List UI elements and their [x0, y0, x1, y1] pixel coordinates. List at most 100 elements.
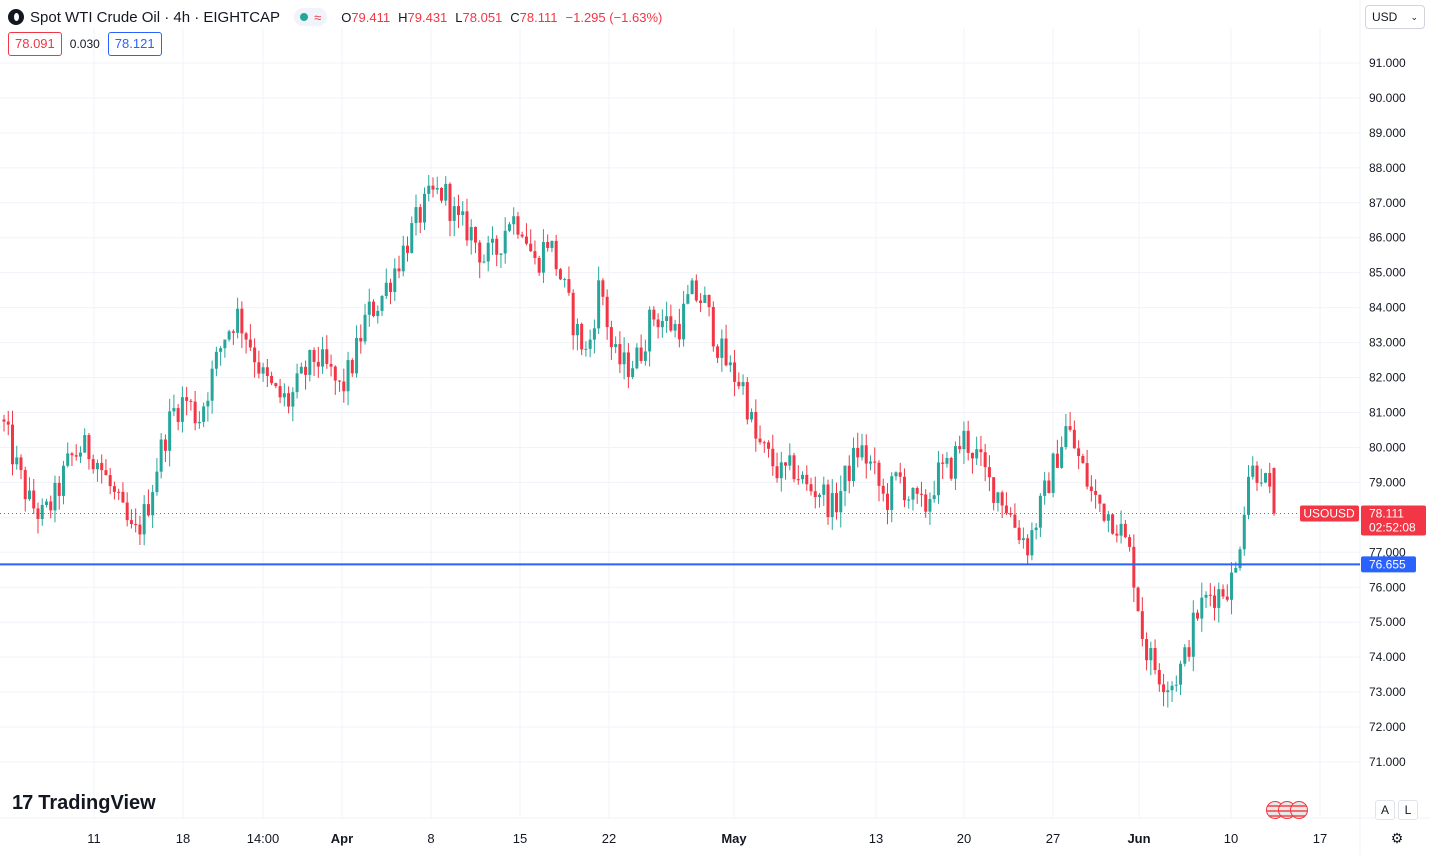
economic-events [1266, 801, 1308, 819]
candle-body [754, 411, 758, 439]
candle-body [609, 327, 613, 348]
candle-body [1140, 611, 1144, 640]
candle-body [1187, 647, 1191, 657]
candle-body [214, 351, 218, 369]
sell-button[interactable]: 78.091 [8, 32, 62, 56]
candle-body [372, 301, 376, 317]
y-tick-label: 80.000 [1369, 440, 1406, 454]
y-tick-label: 73.000 [1369, 685, 1406, 699]
candle-body [2, 419, 6, 422]
candle-body [503, 230, 507, 254]
x-tick-label: 11 [87, 831, 101, 846]
candle-body [57, 482, 61, 496]
candle-body [716, 346, 720, 358]
wave-icon: ≈ [314, 9, 322, 25]
candle-body [1259, 482, 1263, 484]
candle-body [278, 386, 282, 398]
low-label: L [455, 9, 463, 25]
candle-body [936, 462, 940, 496]
candle-body [728, 362, 732, 366]
candle-body [223, 339, 227, 349]
x-tick-label: 27 [1046, 831, 1060, 846]
buy-button[interactable]: 78.121 [107, 32, 162, 56]
x-tick-label: Apr [331, 831, 353, 846]
candle-body [478, 242, 482, 263]
candle-body [631, 368, 635, 377]
candle-body [1055, 453, 1059, 468]
candle-body [962, 430, 966, 450]
candle-body [694, 280, 698, 301]
candle-body [983, 452, 987, 468]
candle-body [550, 240, 554, 248]
candle-body [686, 294, 690, 304]
candle-body [27, 490, 31, 500]
candle-body [367, 301, 371, 315]
candle-body [1264, 473, 1268, 483]
candle-body [877, 462, 881, 486]
candle-body [1128, 537, 1132, 547]
candle-body [520, 234, 524, 237]
auto-scale-button[interactable]: A [1375, 800, 1395, 820]
x-tick-label: 13 [869, 831, 883, 846]
candle-body [856, 447, 860, 458]
horizontal-level-tag [1361, 556, 1416, 573]
currency-select[interactable]: USD ⌄ [1365, 5, 1425, 29]
candle-body [762, 442, 766, 444]
candle-body [61, 465, 65, 496]
candle-body [469, 226, 473, 241]
candle-body [711, 307, 715, 347]
candle-body [847, 465, 851, 481]
candle-body [949, 457, 953, 479]
candle-body [414, 207, 418, 224]
candle-body [435, 187, 439, 190]
candle-body [299, 366, 303, 374]
log-scale-button[interactable]: L [1398, 800, 1418, 820]
market-status-pill[interactable]: ≈ [294, 8, 328, 26]
candle-body [618, 344, 622, 365]
candle-body [975, 449, 979, 459]
candle-body [350, 360, 354, 374]
y-tick-label: 84.000 [1369, 301, 1406, 315]
candle-body [1234, 567, 1238, 573]
candle-body [236, 308, 240, 333]
candle-body [928, 499, 932, 512]
tradingview-logo[interactable]: 17 TradingView [12, 792, 156, 815]
y-tick-label: 86.000 [1369, 231, 1406, 245]
candle-body [74, 455, 78, 457]
candle-body [1077, 448, 1081, 456]
spread-value: 0.030 [69, 37, 100, 51]
candle-body [1060, 447, 1064, 468]
y-tick-label: 72.000 [1369, 720, 1406, 734]
candle-body [516, 216, 520, 235]
candle-body [490, 238, 494, 243]
candle-body [639, 347, 643, 361]
candle-body [801, 474, 805, 480]
candle-body [316, 361, 320, 367]
candle-body [605, 296, 609, 328]
high-label: H [398, 9, 408, 25]
candle-body [219, 348, 223, 352]
us-flag-icon[interactable] [1290, 801, 1308, 819]
candle-body [333, 366, 337, 381]
candle-body [321, 349, 325, 367]
candle-body [180, 397, 184, 422]
open-label: O [341, 9, 352, 25]
time-axis: 11 18 14:00 Apr 8 15 22 May 13 20 27 Jun 10 17 [87, 831, 1327, 846]
ohlc-legend: O79.411 H79.431 L78.051 C78.111 −1.295 (… [341, 10, 662, 25]
candle-body [1162, 684, 1166, 693]
high-value: 79.431 [407, 9, 448, 25]
candle-body [257, 362, 261, 374]
candle-body [176, 408, 180, 422]
candle-body [907, 499, 911, 501]
candle-body [210, 368, 214, 401]
symbol-title[interactable]: Spot WTI Crude Oil · 4h · EIGHTCAP [30, 8, 281, 26]
candle-body [970, 452, 974, 459]
candle-body [384, 282, 388, 297]
candle-body [788, 455, 792, 466]
candle-body [1255, 465, 1259, 483]
candle-body [1268, 473, 1272, 487]
gear-icon[interactable]: ⚙ [1390, 829, 1404, 846]
candle-body [1251, 465, 1255, 477]
candle-body [643, 351, 647, 361]
